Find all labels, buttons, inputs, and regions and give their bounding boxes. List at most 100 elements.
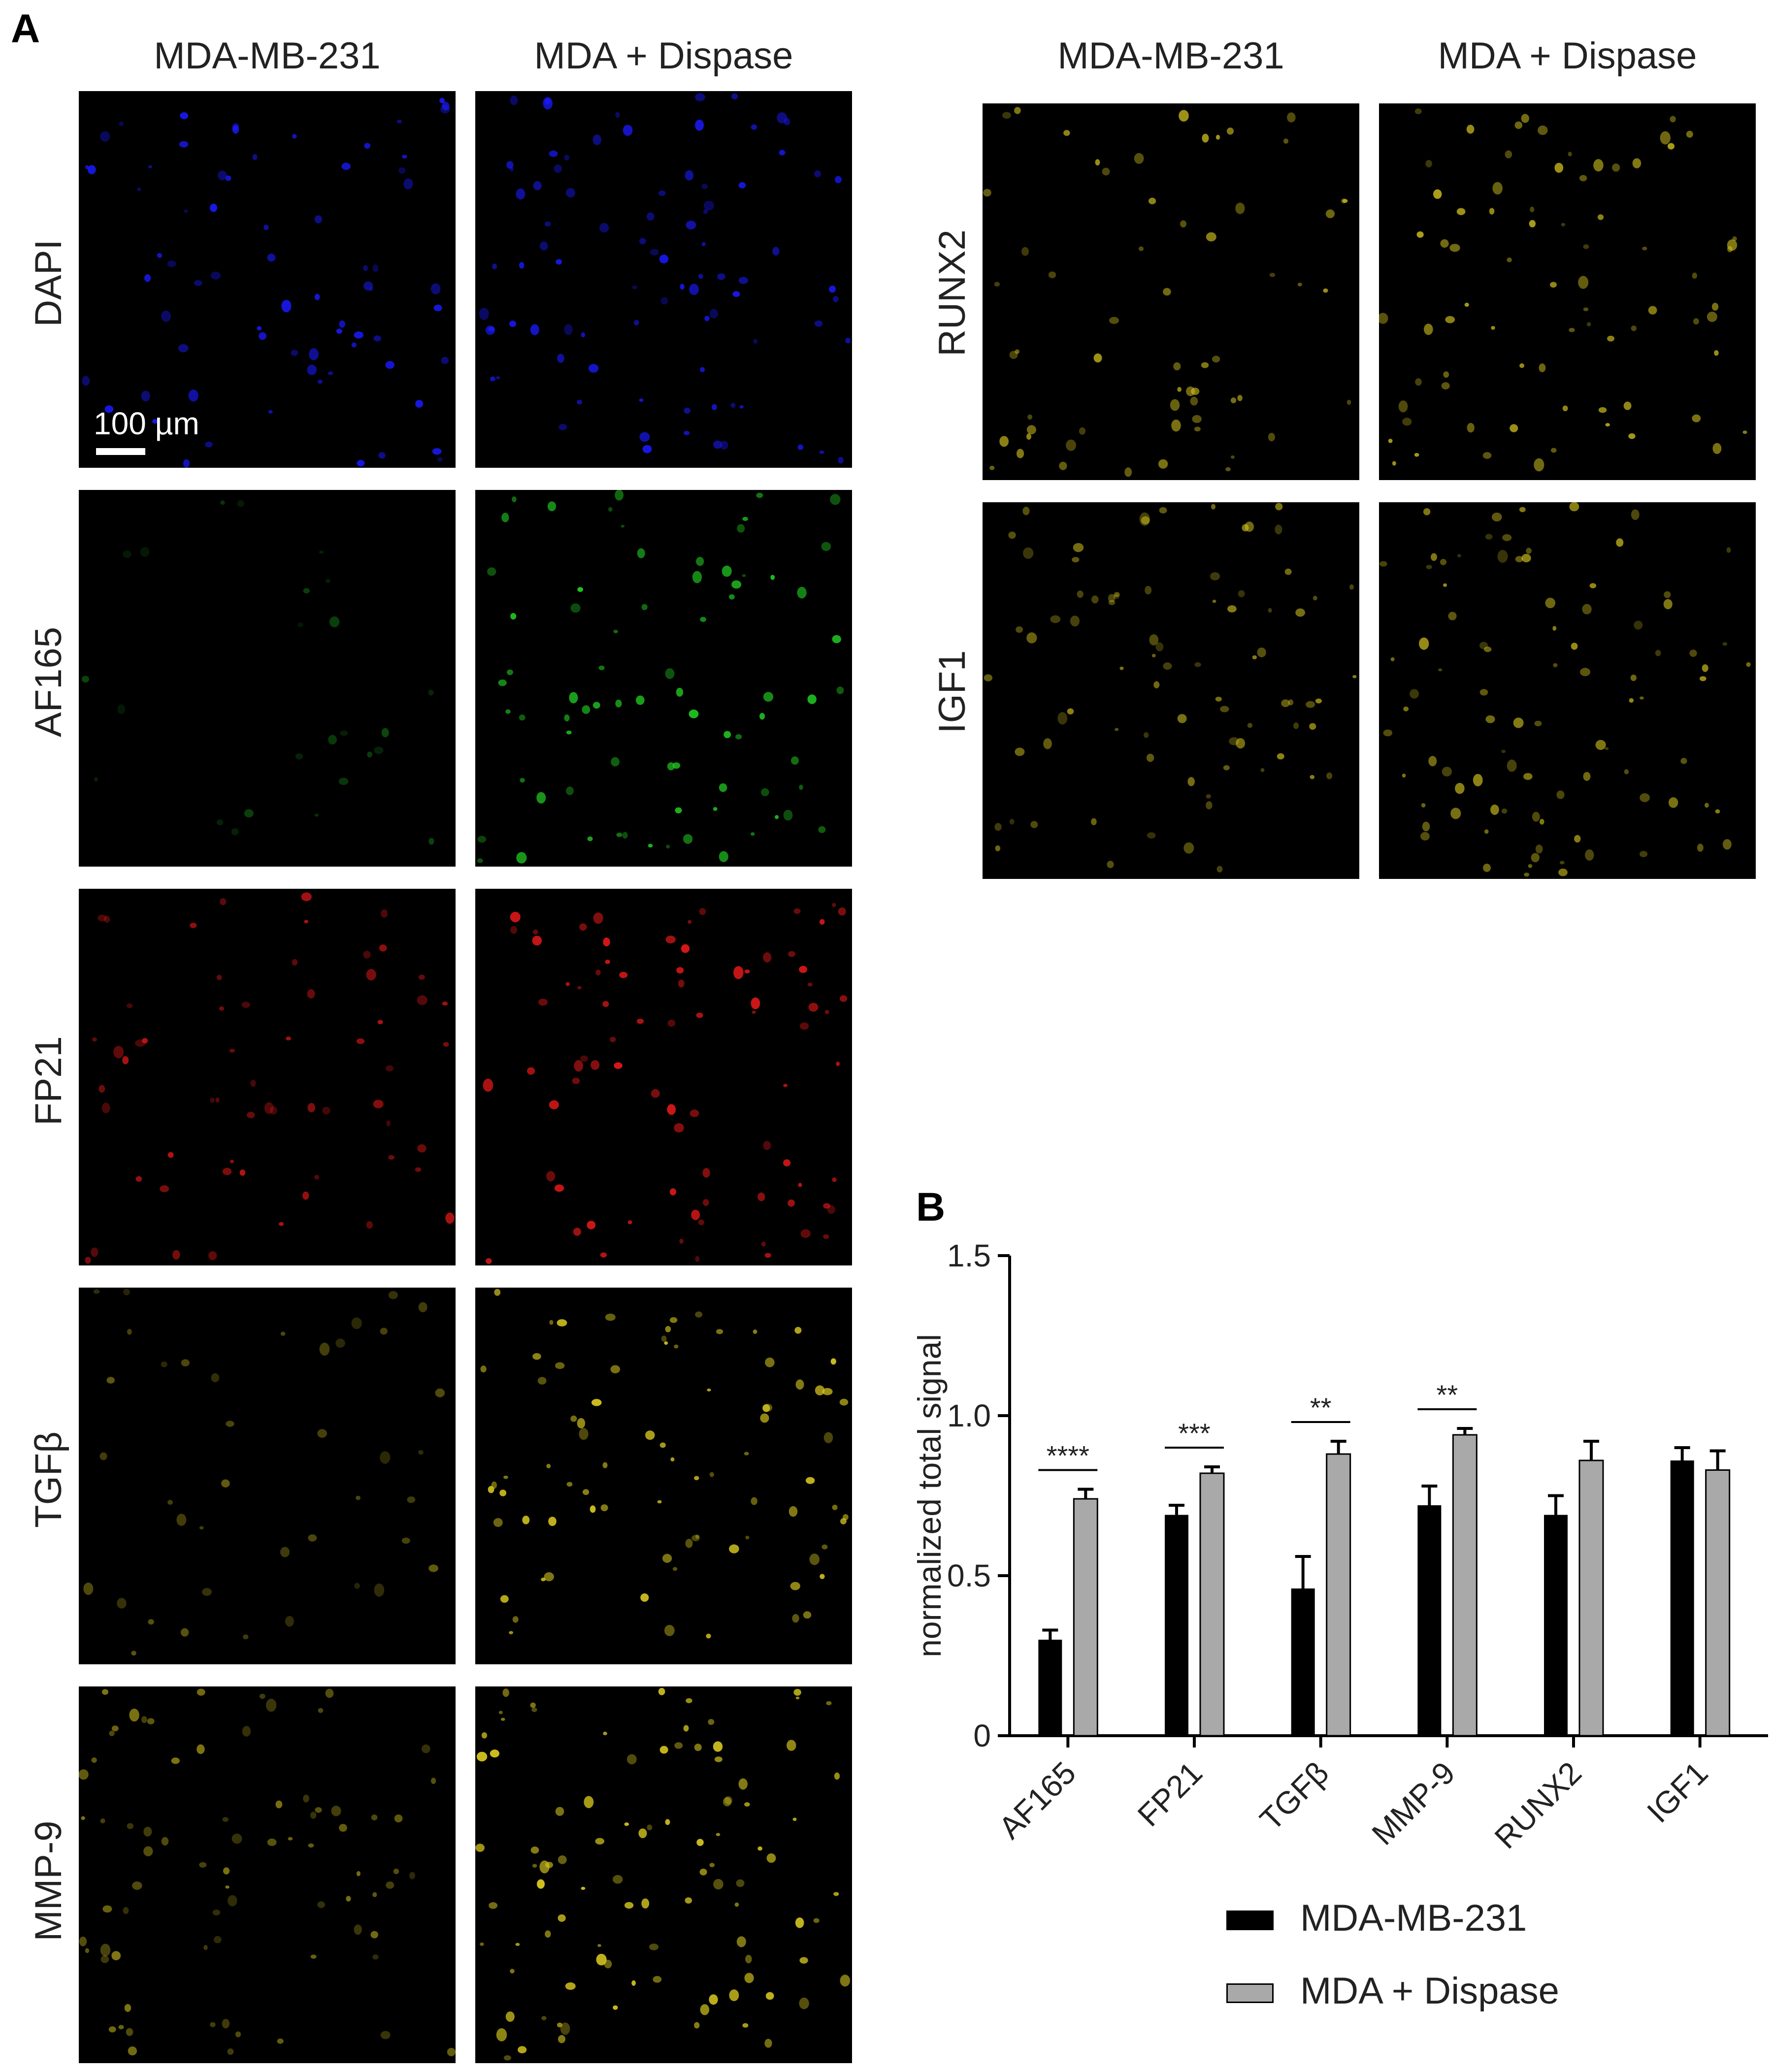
cell: [1466, 125, 1475, 134]
cell: [1216, 866, 1223, 873]
cell: [1148, 197, 1156, 204]
cell: [1515, 556, 1523, 562]
cell: [667, 1104, 676, 1115]
cell: [713, 440, 722, 449]
cell: [1631, 509, 1640, 520]
y-tick-label: 0: [973, 1718, 991, 1753]
cell: [1146, 753, 1154, 762]
x-tick-label: MMP-9: [1365, 1755, 1462, 1852]
cell: [1523, 773, 1533, 780]
cell: [132, 1881, 142, 1890]
cell: [713, 1741, 723, 1752]
cell: [340, 730, 348, 736]
cell: [103, 915, 110, 923]
cell: [691, 1535, 700, 1542]
cell: [373, 335, 381, 342]
cell: [510, 613, 517, 620]
cell: [577, 1418, 586, 1428]
cell: [815, 1385, 825, 1395]
cell: [218, 170, 227, 181]
cell: [761, 1241, 766, 1247]
cell: [246, 1111, 255, 1119]
cell: [714, 1756, 722, 1762]
cell: [1699, 676, 1707, 681]
cell: [1443, 371, 1449, 378]
cell: [1194, 662, 1201, 667]
cell: [1693, 318, 1699, 325]
cell: [800, 1229, 811, 1238]
cell: [1485, 534, 1493, 540]
cell: [317, 379, 323, 384]
cell: [1379, 561, 1387, 567]
cell: [558, 424, 567, 430]
row-label-af165: AF165: [28, 627, 69, 737]
cell: [613, 629, 618, 634]
cell: [650, 249, 659, 256]
cell: [1705, 803, 1709, 808]
cell: [832, 635, 841, 644]
cell: [699, 908, 706, 915]
cell: [700, 616, 706, 622]
bar-dispase: [1326, 1453, 1351, 1737]
cell: [319, 1342, 330, 1356]
cell: [225, 175, 231, 181]
cell: [226, 1421, 234, 1427]
cell: [821, 1544, 828, 1550]
cell: [674, 1742, 683, 1749]
cell: [490, 1749, 500, 1758]
cell: [1668, 797, 1678, 808]
cell: [394, 1814, 403, 1823]
cell: [737, 524, 745, 533]
cell: [172, 1250, 180, 1260]
cell: [403, 178, 413, 190]
cell: [667, 762, 675, 771]
cell: [713, 807, 718, 811]
x-tick-label: IGF1: [1640, 1755, 1714, 1829]
cell: [241, 1002, 250, 1008]
cell: [1077, 590, 1084, 598]
cell: [1507, 257, 1512, 262]
cell: [756, 492, 763, 498]
cell: [698, 273, 703, 279]
cell: [573, 1228, 581, 1236]
cell: [692, 571, 702, 583]
cell: [1226, 127, 1234, 135]
cell: [1102, 167, 1110, 176]
cell: [1149, 634, 1159, 646]
cell: [1057, 712, 1068, 725]
cell: [1288, 699, 1294, 706]
cell: [577, 587, 583, 592]
cell: [1420, 832, 1430, 841]
cell: [1227, 605, 1237, 613]
cell: [1714, 350, 1719, 356]
cell: [1151, 653, 1156, 658]
cell: [148, 1619, 154, 1625]
cell: [1326, 772, 1333, 779]
cell: [307, 364, 317, 375]
cell: [203, 1945, 208, 1950]
cell: [720, 441, 728, 450]
cell: [1722, 642, 1728, 646]
cell: [1634, 620, 1643, 630]
cell: [91, 1757, 97, 1763]
cell: [1009, 818, 1015, 825]
cell: [744, 1973, 754, 1983]
cell: [823, 1432, 833, 1443]
cell: [363, 950, 371, 959]
cell: [510, 926, 518, 934]
cell: [1485, 715, 1495, 723]
cell: [430, 1778, 436, 1784]
cell: [516, 852, 527, 864]
cell: [1220, 706, 1229, 712]
cell: [675, 807, 682, 813]
cell: [750, 832, 755, 836]
cell: [1014, 107, 1021, 114]
cell: [762, 1404, 770, 1412]
cell: [510, 911, 521, 923]
cell: [723, 731, 731, 739]
cell: [696, 1012, 703, 1018]
cell: [494, 1289, 501, 1296]
micrograph-fp21-control: [79, 889, 456, 1265]
cell: [505, 709, 511, 714]
cell: [1026, 632, 1037, 644]
